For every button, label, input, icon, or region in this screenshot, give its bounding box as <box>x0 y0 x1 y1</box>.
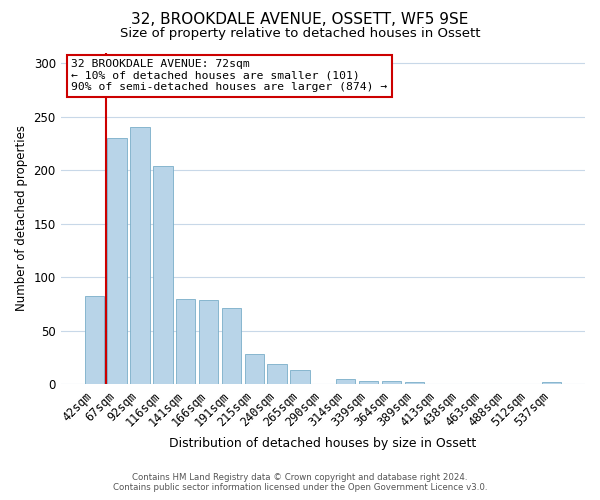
Bar <box>107 138 127 384</box>
Bar <box>336 379 355 384</box>
Bar <box>268 364 287 384</box>
Bar <box>359 381 378 384</box>
Bar <box>176 298 196 384</box>
Bar <box>130 128 149 384</box>
Bar <box>199 300 218 384</box>
Bar <box>290 370 310 384</box>
Text: 32, BROOKDALE AVENUE, OSSETT, WF5 9SE: 32, BROOKDALE AVENUE, OSSETT, WF5 9SE <box>131 12 469 28</box>
Text: Size of property relative to detached houses in Ossett: Size of property relative to detached ho… <box>120 28 480 40</box>
Text: 32 BROOKDALE AVENUE: 72sqm
← 10% of detached houses are smaller (101)
90% of sem: 32 BROOKDALE AVENUE: 72sqm ← 10% of deta… <box>71 59 388 92</box>
Bar <box>404 382 424 384</box>
Bar <box>245 354 264 384</box>
Bar <box>85 296 104 384</box>
Bar <box>382 381 401 384</box>
Bar <box>221 308 241 384</box>
X-axis label: Distribution of detached houses by size in Ossett: Distribution of detached houses by size … <box>169 437 476 450</box>
Bar <box>153 166 173 384</box>
Bar <box>542 382 561 384</box>
Text: Contains HM Land Registry data © Crown copyright and database right 2024.
Contai: Contains HM Land Registry data © Crown c… <box>113 473 487 492</box>
Y-axis label: Number of detached properties: Number of detached properties <box>15 126 28 312</box>
